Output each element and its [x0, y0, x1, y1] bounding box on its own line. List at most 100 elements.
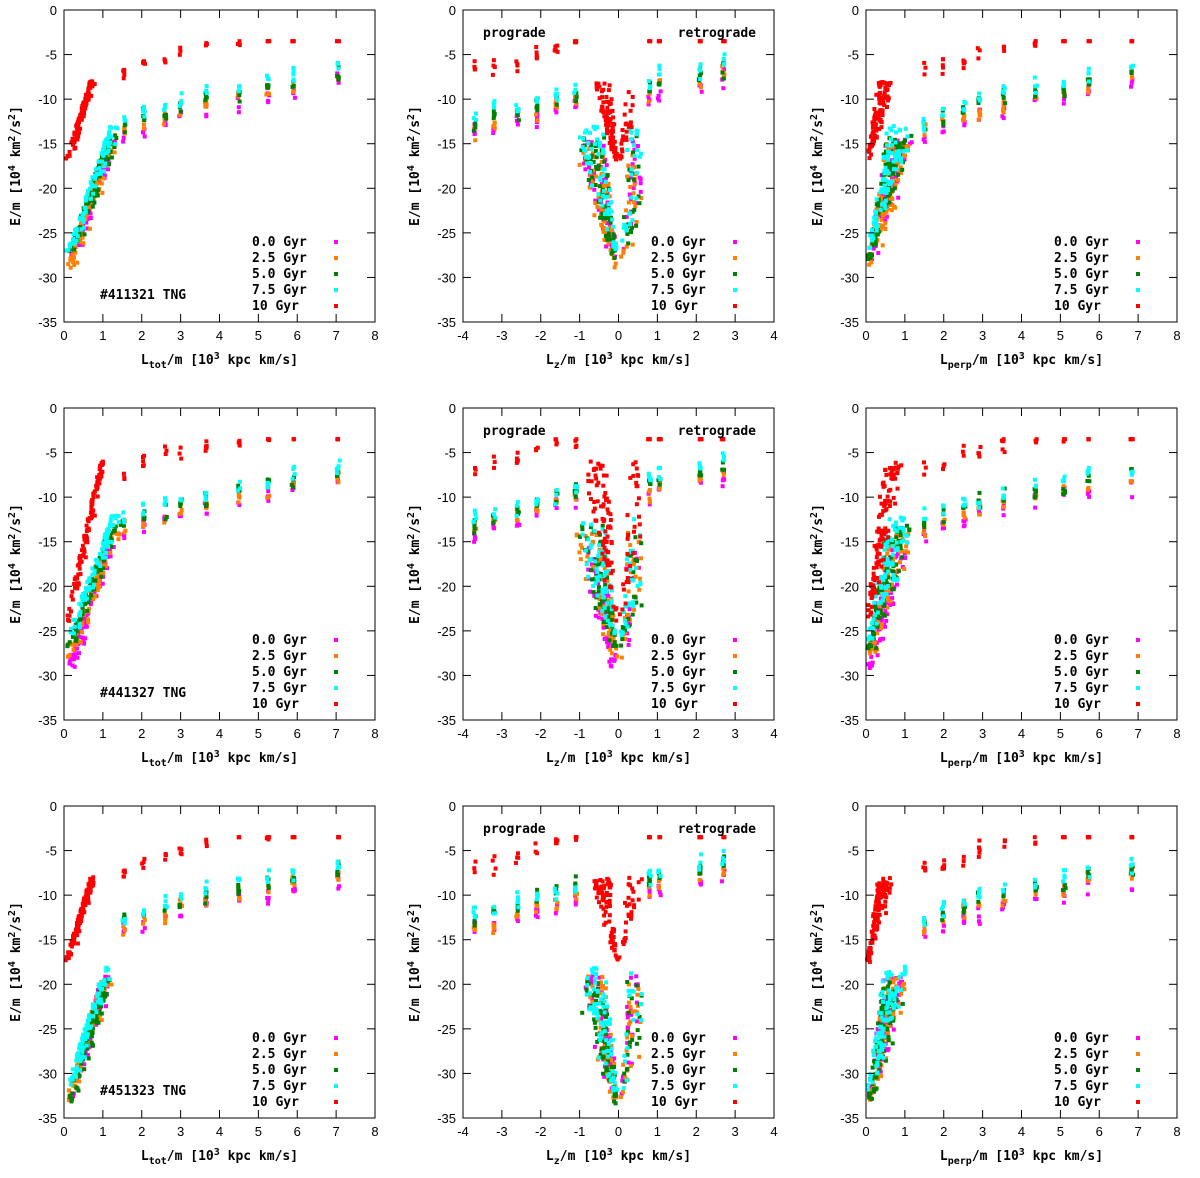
- data-point: [472, 59, 477, 64]
- data-point: [901, 149, 906, 154]
- data-point: [73, 145, 78, 150]
- data-point: [80, 553, 85, 558]
- data-point: [598, 466, 603, 471]
- data-point: [473, 472, 478, 477]
- data-point: [598, 572, 603, 576]
- data-point: [631, 551, 636, 555]
- data-point: [335, 476, 340, 480]
- data-point: [601, 625, 606, 630]
- data-point: [611, 658, 616, 663]
- data-point: [68, 657, 73, 662]
- data-point: [646, 94, 651, 99]
- data-point: [81, 241, 86, 246]
- data-point: [80, 911, 85, 916]
- data-point: [236, 882, 241, 887]
- legend-marker: [733, 670, 737, 674]
- data-point: [553, 94, 558, 99]
- data-point: [609, 131, 614, 136]
- data-point: [589, 161, 593, 166]
- data-point: [639, 556, 643, 561]
- data-point: [630, 95, 635, 99]
- data-point: [895, 582, 899, 587]
- data-point: [623, 102, 628, 107]
- data-point: [597, 549, 602, 554]
- data-point: [1086, 437, 1091, 442]
- data-point: [626, 612, 630, 617]
- data-point: [178, 113, 183, 118]
- data-point: [961, 66, 966, 71]
- data-point: [601, 143, 606, 148]
- data-point: [106, 144, 111, 149]
- data-point: [609, 97, 614, 102]
- data-point: [1033, 94, 1038, 99]
- data-point: [72, 262, 77, 267]
- data-point: [623, 122, 628, 127]
- data-point: [1129, 75, 1134, 80]
- data-point: [122, 530, 127, 535]
- data-point: [1061, 491, 1066, 496]
- data-point: [885, 605, 890, 610]
- data-point: [593, 201, 598, 205]
- data-point: [872, 578, 877, 583]
- data-point: [627, 167, 632, 172]
- data-point: [534, 45, 539, 49]
- data-point: [82, 601, 86, 606]
- data-point: [626, 163, 631, 168]
- data-point: [889, 555, 893, 560]
- data-point: [941, 511, 946, 516]
- data-point: [976, 451, 981, 456]
- data-point: [656, 72, 661, 77]
- data-point: [872, 107, 877, 111]
- data-point: [942, 462, 947, 467]
- data-point: [590, 577, 594, 582]
- data-point: [336, 886, 341, 891]
- legend-marker: [733, 240, 737, 244]
- data-point: [84, 194, 89, 199]
- data-point: [204, 91, 209, 96]
- legend-label: 0.0 Gyr: [252, 235, 307, 250]
- data-point: [891, 159, 896, 164]
- x-tick-label: -4: [457, 726, 469, 741]
- data-point: [534, 112, 539, 117]
- data-point: [74, 622, 78, 627]
- data-point: [1086, 86, 1091, 91]
- data-point: [886, 575, 891, 580]
- data-point: [596, 480, 601, 485]
- data-point: [78, 609, 83, 614]
- data-point: [203, 448, 208, 453]
- data-point: [879, 585, 884, 590]
- data-point: [122, 532, 126, 537]
- data-point: [102, 979, 107, 984]
- data-point: [597, 184, 602, 189]
- data-point: [611, 644, 616, 648]
- data-point: [905, 523, 909, 528]
- data-point: [590, 564, 595, 569]
- data-point: [72, 137, 77, 141]
- data-point: [877, 93, 882, 98]
- data-point: [554, 110, 559, 115]
- data-point: [1033, 483, 1038, 488]
- data-point: [236, 89, 241, 94]
- data-point: [597, 96, 602, 101]
- data-point: [880, 202, 884, 207]
- data-point: [1129, 64, 1133, 69]
- data-point: [883, 586, 888, 591]
- data-point: [658, 477, 663, 482]
- data-point: [266, 901, 271, 906]
- data-point: [102, 992, 107, 997]
- data-point: [596, 461, 601, 466]
- data-point: [106, 162, 111, 167]
- data-point: [90, 509, 95, 514]
- data-point: [905, 148, 910, 153]
- data-point: [624, 208, 629, 213]
- data-point: [87, 1030, 91, 1034]
- y-tick-label: 0: [852, 401, 859, 416]
- data-point: [98, 1004, 103, 1009]
- data-point: [624, 137, 629, 142]
- x-tick-label: 2: [940, 726, 947, 741]
- x-tick-label: 2: [693, 726, 700, 741]
- data-point: [98, 1013, 102, 1018]
- legend-label: 2.5 Gyr: [651, 251, 706, 266]
- data-point: [921, 137, 926, 142]
- data-point: [78, 556, 83, 561]
